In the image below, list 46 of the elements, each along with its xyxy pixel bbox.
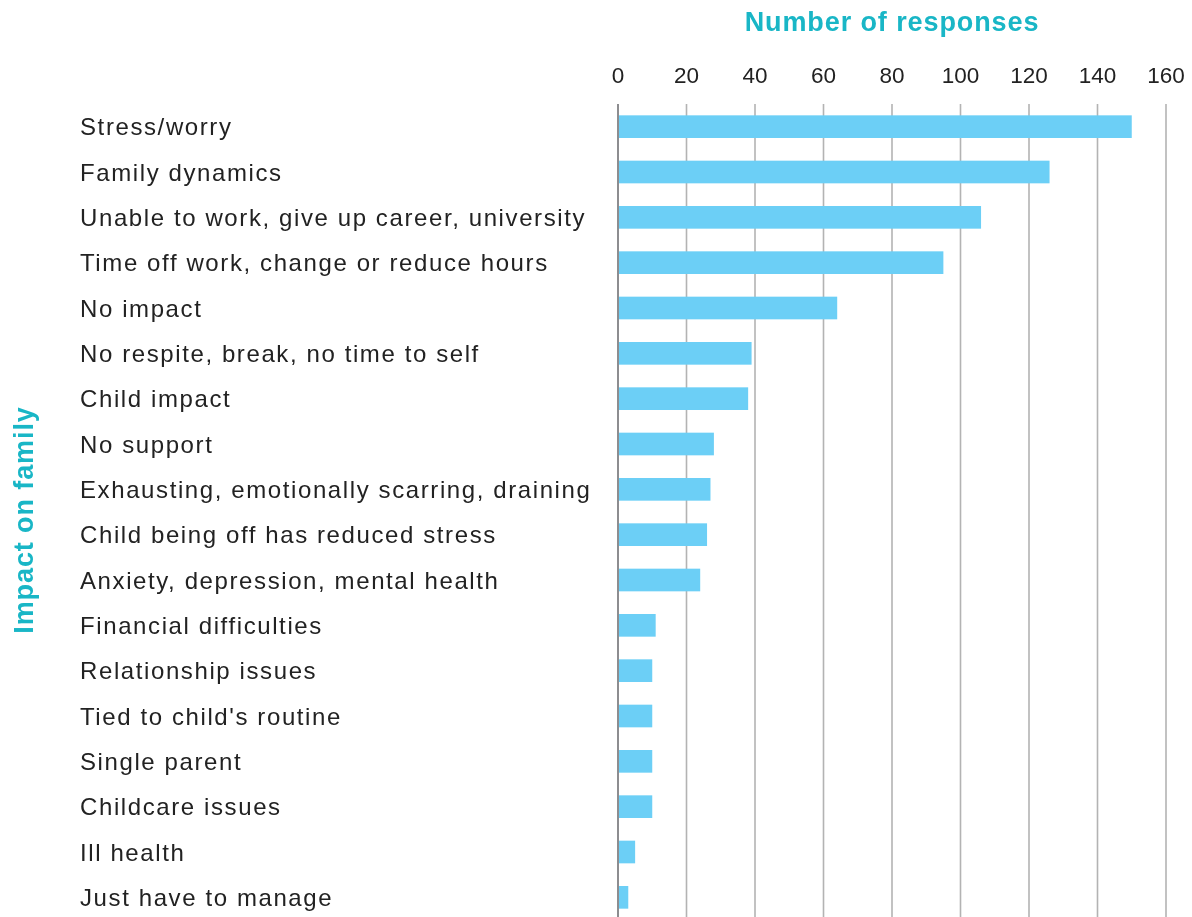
y-tick-label: No support xyxy=(80,430,214,458)
x-tick-label: 20 xyxy=(673,63,700,88)
y-tick-label: Exhausting, emotionally scarring, draining xyxy=(80,475,592,503)
y-tick-label: No respite, break, no time to self xyxy=(80,339,480,367)
y-axis-title: Impact on family xyxy=(9,406,39,634)
x-tick-label: 0 xyxy=(611,63,625,88)
bar xyxy=(618,387,749,410)
bar xyxy=(618,840,636,864)
y-tick-label: Just have to manage xyxy=(80,883,334,911)
bar xyxy=(618,296,838,320)
x-tick-label: 60 xyxy=(810,63,837,88)
bar xyxy=(618,342,752,365)
y-tick-label: Stress/worry xyxy=(80,113,233,141)
x-tick-label: 160 xyxy=(1147,63,1185,88)
x-tick-label: 100 xyxy=(941,63,980,88)
x-tick-label: 120 xyxy=(1010,63,1048,88)
x-tick-label: 140 xyxy=(1078,63,1117,88)
y-tick-label: Anxiety, depression, mental health xyxy=(80,566,500,594)
y-tick-label: Financial difficulties xyxy=(80,611,323,639)
bar xyxy=(618,795,653,818)
bar xyxy=(618,160,1050,184)
x-axis-title: Number of responses xyxy=(744,7,1040,37)
y-tick-label: Unable to work, give up career, university xyxy=(80,203,587,231)
bar xyxy=(618,704,653,728)
y-tick-label: Ill health xyxy=(80,838,186,866)
bar xyxy=(618,614,656,637)
bar xyxy=(618,750,653,773)
y-tick-label: Child being off has reduced stress xyxy=(80,521,497,549)
y-tick-label: Relationship issues xyxy=(80,657,318,685)
y-tick-label: Childcare issues xyxy=(80,793,282,821)
y-tick-label: Family dynamics xyxy=(80,158,283,186)
y-tick-label: Child impact xyxy=(80,385,232,413)
y-tick-label: Single parent xyxy=(80,747,243,775)
bar xyxy=(618,432,714,456)
bar xyxy=(618,659,653,682)
y-tick-label: Tied to child's routine xyxy=(80,702,342,730)
y-tick-label: No impact xyxy=(80,294,203,322)
y-tick-label: Time off work, change or reduce hours xyxy=(80,249,549,277)
bar xyxy=(618,115,1132,138)
bar xyxy=(618,568,701,592)
bar xyxy=(618,206,982,229)
x-tick-label: 80 xyxy=(879,63,905,88)
bar xyxy=(618,251,944,274)
bar xyxy=(618,523,708,546)
x-tick-label: 40 xyxy=(742,63,768,88)
bar xyxy=(618,478,711,501)
